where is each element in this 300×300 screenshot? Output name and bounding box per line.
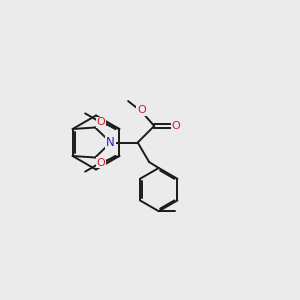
Text: O: O (96, 158, 105, 168)
Text: N: N (106, 136, 115, 149)
Text: O: O (171, 121, 180, 131)
Text: O: O (137, 105, 146, 116)
Text: O: O (96, 117, 105, 128)
